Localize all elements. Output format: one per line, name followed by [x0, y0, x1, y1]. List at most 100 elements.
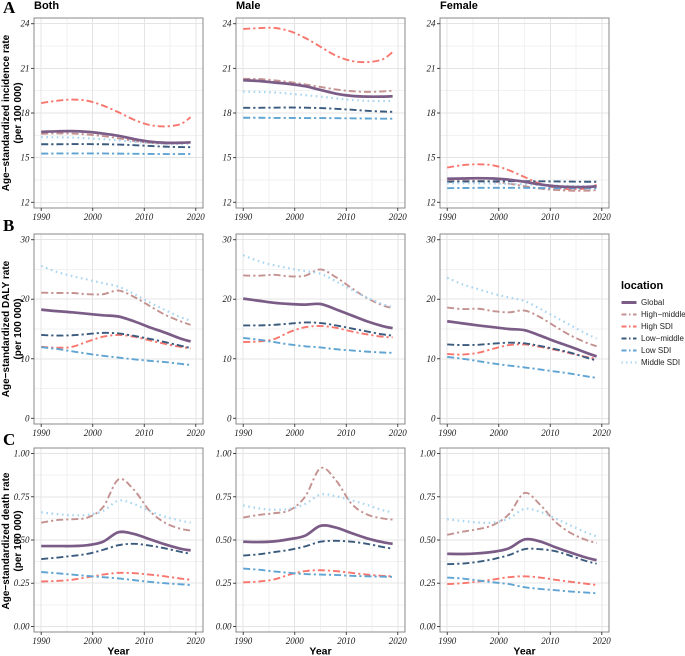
- svg-text:2000: 2000: [286, 212, 305, 222]
- svg-text:0.50: 0.50: [14, 535, 30, 545]
- legend-key-middle-sdi-icon: [621, 361, 637, 364]
- svg-text:0.25: 0.25: [14, 578, 30, 588]
- svg-text:30: 30: [20, 235, 31, 245]
- svg-text:1.00: 1.00: [14, 449, 30, 459]
- svg-text:2020: 2020: [187, 636, 206, 646]
- svg-text:0.00: 0.00: [216, 621, 232, 631]
- svg-text:1990: 1990: [234, 212, 253, 222]
- chart-death-female: 0.00 0.25 0.50 0.75 1.00 1990 2000 2010 2020 Year: [420, 447, 612, 656]
- legend-item-high-sdi: High SDI: [621, 321, 685, 332]
- svg-text:1990: 1990: [32, 636, 51, 646]
- legend-key-high-middle-sdi-icon: [621, 313, 637, 316]
- svg-text:0: 0: [227, 413, 232, 423]
- svg-text:20: 20: [21, 294, 31, 304]
- svg-text:2010: 2010: [337, 212, 356, 222]
- svg-text:18: 18: [223, 108, 233, 118]
- legend-item-low-middle-sdi: Low−middle SDI: [621, 333, 685, 344]
- svg-text:18: 18: [427, 108, 437, 118]
- panel-label-a: A: [3, 0, 16, 17]
- svg-text:1990: 1990: [234, 636, 253, 646]
- svg-text:2020: 2020: [593, 428, 612, 438]
- legend-item-low-sdi: Low SDI: [621, 345, 685, 356]
- svg-text:2020: 2020: [593, 212, 612, 222]
- chart-daly-both: 0 10 20 30 1990 2000 2010 2020: [20, 233, 206, 438]
- column-title-male: Male: [236, 0, 261, 12]
- chart-death-both: 0.00 0.25 0.50 0.75 1.00 1990 2000 2010 2020 Year: [14, 447, 206, 656]
- svg-text:10: 10: [427, 354, 437, 364]
- svg-text:2010: 2010: [337, 428, 356, 438]
- svg-text:Year: Year: [107, 646, 129, 656]
- svg-text:24: 24: [21, 19, 31, 29]
- svg-text:0.25: 0.25: [420, 578, 436, 588]
- svg-text:2020: 2020: [187, 428, 206, 438]
- svg-text:24: 24: [223, 19, 233, 29]
- svg-text:0: 0: [431, 413, 436, 423]
- svg-text:30: 30: [426, 235, 437, 245]
- legend: location Global High−middle SDI High SDI…: [621, 280, 685, 369]
- svg-text:2010: 2010: [135, 428, 154, 438]
- svg-text:2020: 2020: [389, 428, 408, 438]
- legend-key-low-sdi-icon: [621, 349, 637, 352]
- svg-text:30: 30: [222, 235, 233, 245]
- svg-text:1990: 1990: [32, 212, 51, 222]
- svg-text:2000: 2000: [490, 636, 509, 646]
- svg-text:0.25: 0.25: [216, 578, 232, 588]
- svg-text:1990: 1990: [438, 212, 457, 222]
- legend-item-label: Low SDI: [641, 346, 672, 355]
- svg-text:Year: Year: [513, 646, 535, 656]
- legend-item-label: Middle SDI: [641, 358, 681, 367]
- svg-text:1990: 1990: [32, 428, 51, 438]
- svg-text:21: 21: [21, 63, 30, 73]
- svg-text:2010: 2010: [337, 636, 356, 646]
- column-title-female: Female: [440, 0, 478, 12]
- chart-death-male: 0.00 0.25 0.50 0.75 1.00 1990 2000 2010 2020 Year: [216, 447, 407, 656]
- svg-text:0.75: 0.75: [216, 492, 232, 502]
- svg-text:15: 15: [223, 153, 233, 163]
- panel-label-b: B: [3, 216, 15, 235]
- svg-text:1.00: 1.00: [216, 449, 232, 459]
- legend-key-global-icon: [621, 301, 637, 304]
- svg-text:20: 20: [427, 294, 437, 304]
- svg-text:1990: 1990: [234, 428, 253, 438]
- svg-text:2020: 2020: [389, 212, 408, 222]
- svg-text:12: 12: [427, 197, 437, 207]
- panel-label-c: C: [3, 430, 16, 449]
- chart-daly-female: 0 10 20 30 1990 2000 2010 2020: [426, 233, 612, 438]
- legend-key-low-middle-sdi-icon: [621, 337, 637, 340]
- svg-text:0.00: 0.00: [420, 621, 436, 631]
- svg-text:12: 12: [21, 197, 31, 207]
- legend-title: location: [621, 280, 664, 292]
- svg-text:24: 24: [427, 19, 437, 29]
- column-title-both: Both: [34, 0, 60, 12]
- svg-text:2020: 2020: [593, 636, 612, 646]
- svg-text:1990: 1990: [438, 636, 457, 646]
- svg-text:0: 0: [25, 413, 30, 423]
- svg-text:21: 21: [223, 63, 232, 73]
- svg-text:18: 18: [21, 108, 31, 118]
- svg-text:0.75: 0.75: [420, 492, 436, 502]
- svg-text:1990: 1990: [438, 428, 457, 438]
- legend-item-label: Low−middle SDI: [641, 334, 685, 343]
- legend-item-global: Global: [621, 297, 685, 308]
- svg-text:2000: 2000: [84, 212, 103, 222]
- svg-text:21: 21: [427, 63, 436, 73]
- svg-text:12: 12: [223, 197, 233, 207]
- svg-text:2000: 2000: [84, 428, 103, 438]
- svg-text:10: 10: [223, 354, 233, 364]
- svg-text:2000: 2000: [490, 428, 509, 438]
- svg-text:2010: 2010: [541, 428, 560, 438]
- svg-text:2010: 2010: [135, 212, 154, 222]
- legend-key-high-sdi-icon: [621, 325, 637, 328]
- svg-text:2010: 2010: [541, 212, 560, 222]
- svg-text:0.00: 0.00: [14, 621, 30, 631]
- svg-text:2010: 2010: [135, 636, 154, 646]
- legend-item-middle-sdi: Middle SDI: [621, 357, 685, 368]
- svg-text:2020: 2020: [187, 212, 206, 222]
- chart-incidence-female: 12 15 18 21 24 1990 2000 2010 2020: [427, 17, 612, 222]
- chart-daly-male: 0 10 20 30 1990 2000 2010 2020: [222, 233, 408, 438]
- chart-incidence-both: 12 15 18 21 24 1990 2000 2010 2020: [21, 17, 206, 222]
- legend-item-label: Global: [641, 298, 665, 307]
- svg-text:15: 15: [21, 153, 31, 163]
- svg-text:2010: 2010: [541, 636, 560, 646]
